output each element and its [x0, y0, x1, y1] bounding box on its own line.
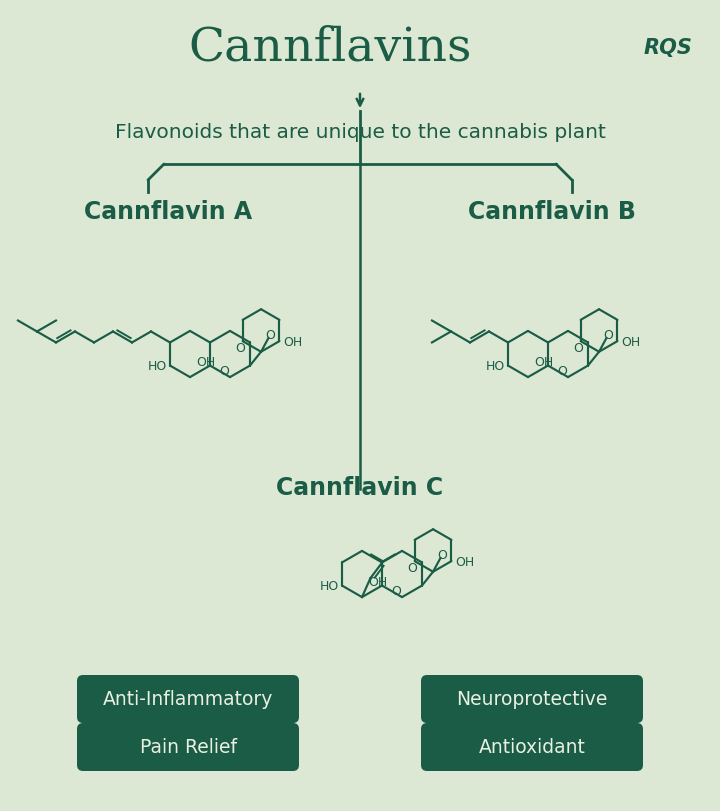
Text: OH: OH [284, 335, 303, 348]
Text: O: O [603, 329, 613, 342]
Text: Cannflavin A: Cannflavin A [84, 200, 252, 224]
Text: Cannflavin B: Cannflavin B [468, 200, 636, 224]
FancyBboxPatch shape [421, 676, 643, 723]
Text: OH: OH [534, 355, 554, 368]
Text: Anti-Inflammatory: Anti-Inflammatory [103, 689, 273, 709]
Text: OH: OH [196, 355, 215, 368]
FancyBboxPatch shape [77, 723, 299, 771]
Text: Antioxidant: Antioxidant [479, 737, 585, 757]
Text: RQS: RQS [644, 38, 693, 58]
Text: O: O [391, 584, 401, 597]
Text: HO: HO [148, 359, 167, 372]
Text: Flavonoids that are unique to the cannabis plant: Flavonoids that are unique to the cannab… [114, 122, 606, 141]
Text: O: O [220, 364, 229, 377]
Text: OH: OH [368, 575, 387, 588]
Text: HO: HO [485, 359, 505, 372]
Text: OH: OH [621, 335, 641, 348]
Text: O: O [408, 562, 418, 575]
Text: O: O [266, 329, 276, 342]
FancyBboxPatch shape [421, 723, 643, 771]
Text: O: O [557, 364, 567, 377]
Text: OH: OH [456, 555, 475, 568]
Text: O: O [438, 549, 447, 562]
Text: Cannflavin C: Cannflavin C [276, 475, 444, 500]
Text: HO: HO [320, 579, 339, 592]
FancyBboxPatch shape [77, 676, 299, 723]
Text: O: O [235, 342, 246, 355]
Text: Cannflavins: Cannflavins [189, 25, 472, 71]
Text: Pain Relief: Pain Relief [140, 737, 236, 757]
Text: Neuroprotective: Neuroprotective [456, 689, 608, 709]
Text: O: O [574, 342, 583, 355]
